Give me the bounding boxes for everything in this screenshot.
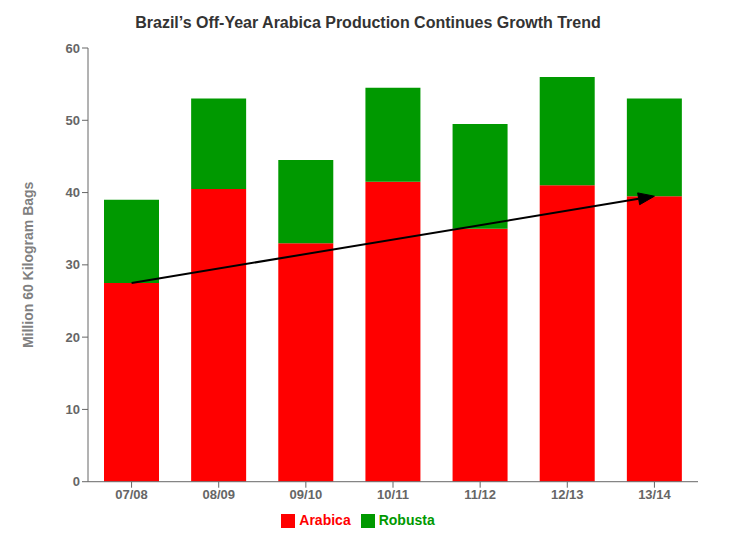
html-text:Robusta: Robusta [378,511,435,528]
svg-text:20: 20 [66,330,80,345]
svg-text:50: 50 [66,113,80,128]
svg-text:09/10: 09/10 [290,487,323,502]
svg-text:0: 0 [73,474,80,489]
html-text:Brazil’s Off-Year Arabica Prod: Brazil’s Off-Year Arabica Production Con… [135,14,601,31]
svg-text:11/12: 11/12 [464,487,496,502]
svg-text:Million 60 Kilogram Bags: Million 60 Kilogram Bags [20,181,36,348]
svg-text:10: 10 [66,402,80,417]
svg-text:60: 60 [66,41,80,56]
svg-text:08/09: 08/09 [202,487,235,502]
svg-text:12/13: 12/13 [551,487,584,502]
svg-text:40: 40 [66,185,80,200]
svg-text:10/11: 10/11 [377,487,409,502]
svg-text:30: 30 [66,257,80,272]
svg-text:07/08: 07/08 [115,487,148,502]
html-text:Arabica: Arabica [299,511,351,528]
svg-text:13/14: 13/14 [638,487,671,502]
